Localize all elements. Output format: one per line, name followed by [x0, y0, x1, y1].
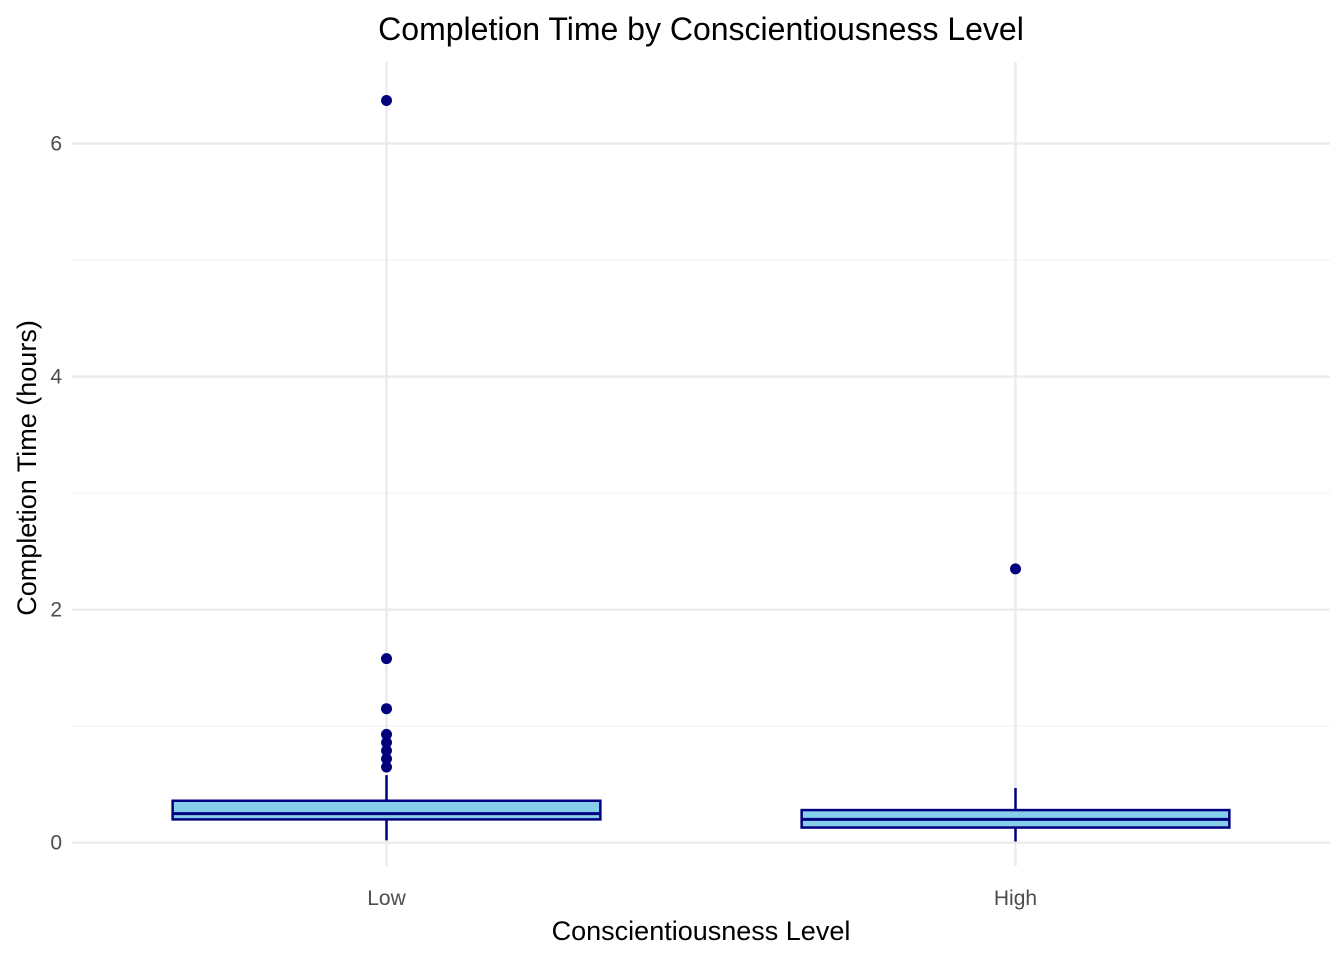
outlier-point: [1010, 563, 1021, 575]
box-layer: [171, 94, 1231, 842]
outlier-point: [381, 653, 392, 665]
y-tick-label: 6: [50, 133, 62, 156]
outlier-point: [381, 753, 392, 765]
y-tick-label: 0: [50, 832, 62, 855]
outlier-point: [381, 703, 392, 715]
tick-layer: 0 2 4 6 Low High: [50, 133, 1037, 910]
box-iqr: [171, 799, 602, 821]
outlier-point: [381, 94, 392, 106]
grid-layer: [72, 62, 1330, 866]
y-tick-label: 4: [50, 366, 62, 389]
y-tick-label: 2: [50, 599, 62, 622]
y-axis-title: Completion Time (hours): [12, 320, 42, 616]
outlier-point: [381, 745, 392, 757]
x-tick-label: High: [994, 887, 1037, 910]
x-axis-title: Conscientiousness Level: [552, 916, 851, 946]
x-tick-label: Low: [367, 887, 406, 910]
outlier-point: [381, 728, 392, 740]
chart-title: Completion Time by Conscientiousness Lev…: [378, 11, 1024, 47]
outlier-point: [381, 736, 392, 748]
outlier-point: [381, 761, 392, 773]
